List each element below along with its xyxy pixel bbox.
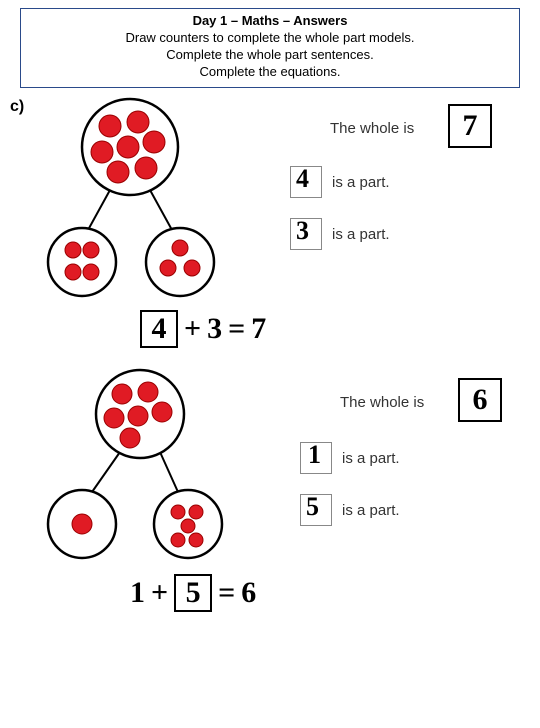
part-whole-model-d bbox=[30, 364, 240, 564]
equation-d-a: 1 bbox=[130, 576, 145, 610]
whole-answer-d: 6 bbox=[458, 378, 502, 422]
part1-label-d: is a part. bbox=[342, 450, 400, 467]
whole-answer-value-c: 7 bbox=[463, 109, 478, 143]
instruction-line-2: Complete the whole part sentences. bbox=[29, 47, 511, 64]
problem-d: The whole is 6 1 is a part. 5 is a part.… bbox=[0, 364, 540, 664]
equation-c: 4 + 3 = 7 bbox=[140, 310, 266, 348]
part1-answer-c: 4 bbox=[296, 164, 309, 194]
whole-label-c: The whole is bbox=[330, 120, 414, 137]
header-box: Day 1 – Maths – Answers Draw counters to… bbox=[20, 8, 520, 88]
part-whole-model-c bbox=[40, 92, 240, 302]
page-title: Day 1 – Maths – Answers bbox=[29, 13, 511, 28]
part1-answer-d: 1 bbox=[308, 440, 321, 470]
equation-c-a: 4 bbox=[152, 312, 167, 346]
equation-d-b: 5 bbox=[186, 576, 201, 610]
problem-c: c) The whole is 7 4 is a part. 3 is a pa… bbox=[0, 92, 540, 392]
equation-d-op: + bbox=[151, 576, 168, 610]
equation-c-b: 3 bbox=[207, 312, 222, 346]
part2-answer-d: 5 bbox=[306, 492, 319, 522]
equation-d-b-box: 5 bbox=[174, 574, 212, 612]
equation-d: 1 + 5 = 6 bbox=[130, 574, 256, 612]
whole-answer-c: 7 bbox=[448, 104, 492, 148]
equation-d-r: 6 bbox=[241, 576, 256, 610]
instruction-line-3: Complete the equations. bbox=[29, 64, 511, 81]
equation-d-eq: = bbox=[218, 576, 235, 610]
whole-label-d: The whole is bbox=[340, 394, 424, 411]
equation-c-op: + bbox=[184, 312, 201, 346]
equation-c-a-box: 4 bbox=[140, 310, 178, 348]
whole-answer-value-d: 6 bbox=[473, 383, 488, 417]
problem-label-c: c) bbox=[10, 98, 24, 116]
part2-label-c: is a part. bbox=[332, 226, 390, 243]
part1-label-c: is a part. bbox=[332, 174, 390, 191]
instruction-line-1: Draw counters to complete the whole part… bbox=[29, 30, 511, 47]
equation-c-eq: = bbox=[228, 312, 245, 346]
part2-label-d: is a part. bbox=[342, 502, 400, 519]
part2-answer-c: 3 bbox=[296, 216, 309, 246]
equation-c-r: 7 bbox=[251, 312, 266, 346]
